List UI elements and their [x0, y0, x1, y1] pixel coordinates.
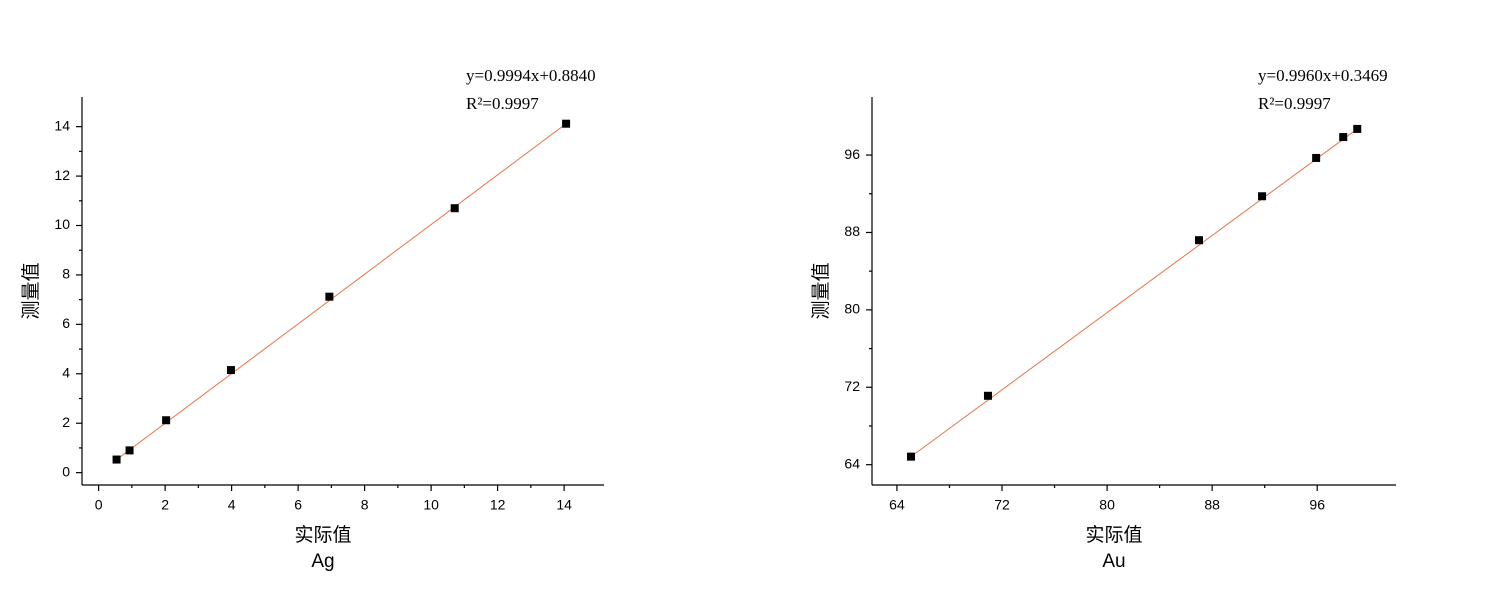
y-axis-label: 测量值: [810, 262, 832, 319]
chart-title: Ag: [311, 551, 334, 572]
y-tick-label: 72: [844, 378, 860, 394]
data-point: [1258, 192, 1267, 201]
y-tick-label: 14: [54, 117, 70, 133]
x-tick-label: 14: [556, 497, 572, 513]
y-tick-label: 2: [62, 414, 70, 430]
x-tick-label: 0: [95, 497, 103, 513]
y-tick-label: 6: [62, 315, 70, 331]
y-tick-label: 64: [844, 455, 860, 471]
data-point: [112, 455, 121, 464]
x-axis-label: 实际值: [1085, 524, 1142, 546]
y-axis-label: 测量值: [20, 262, 42, 319]
y-tick-label: 12: [54, 167, 70, 183]
x-tick-label: 2: [161, 497, 169, 513]
fit-line: [910, 128, 1358, 458]
data-point: [325, 292, 334, 301]
data-point: [1195, 236, 1204, 245]
data-point: [450, 204, 459, 213]
annotation: y=0.9960x+0.3469: [1258, 66, 1388, 85]
y-tick-label: 80: [844, 301, 860, 317]
x-tick-label: 80: [1099, 497, 1115, 513]
annotation: R²=0.9997: [466, 94, 539, 113]
x-tick-label: 10: [423, 497, 439, 513]
x-tick-label: 96: [1309, 497, 1325, 513]
y-tick-label: 0: [62, 463, 70, 479]
data-point: [162, 416, 171, 425]
x-tick-label: 8: [361, 497, 369, 513]
data-point: [983, 391, 992, 400]
data-point: [1312, 153, 1321, 162]
x-tick-label: 6: [294, 497, 302, 513]
x-tick-label: 72: [994, 497, 1010, 513]
x-axis-label: 实际值: [294, 524, 351, 546]
data-point: [907, 452, 916, 461]
fit-line: [116, 123, 567, 460]
data-point: [1353, 124, 1362, 133]
chart-title: Au: [1102, 551, 1125, 572]
y-tick-label: 10: [54, 216, 70, 232]
x-tick-label: 12: [490, 497, 506, 513]
annotation: R²=0.9997: [1258, 94, 1331, 113]
x-tick-label: 88: [1204, 497, 1220, 513]
data-point: [226, 366, 235, 375]
data-point: [125, 446, 134, 455]
y-tick-label: 8: [62, 266, 70, 282]
y-tick-label: 88: [844, 223, 860, 239]
y-tick-label: 4: [62, 364, 70, 380]
annotation: y=0.9994x+0.8840: [466, 66, 596, 85]
data-point: [1339, 133, 1348, 142]
x-tick-label: 4: [228, 497, 236, 513]
x-tick-label: 64: [889, 497, 905, 513]
data-point: [562, 119, 571, 128]
y-tick-label: 96: [844, 146, 860, 162]
